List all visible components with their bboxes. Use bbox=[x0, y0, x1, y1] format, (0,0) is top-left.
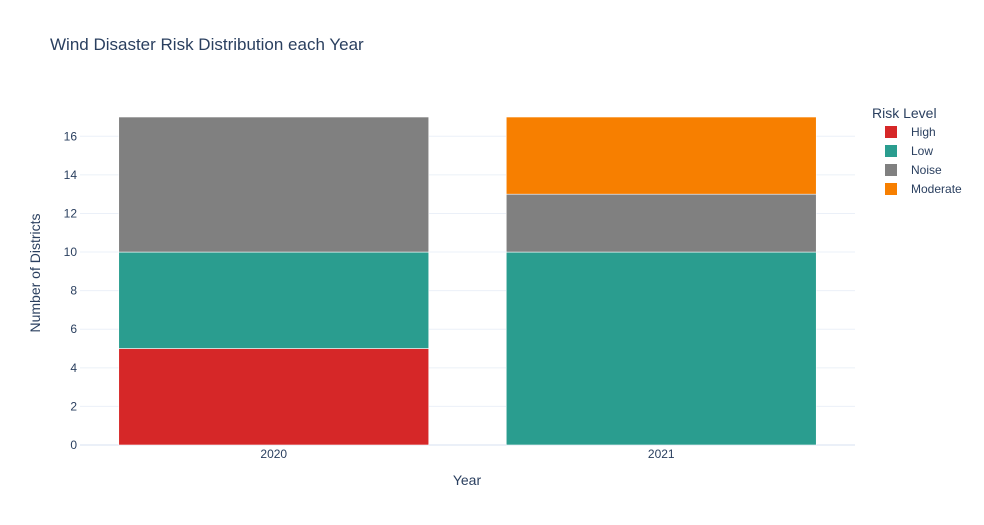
legend-item-low[interactable]: Low bbox=[885, 144, 933, 158]
legend: Risk Level High Low Noise Moderate bbox=[872, 105, 962, 196]
legend-swatch bbox=[885, 126, 897, 138]
y-axis-ticks: 0 2 4 6 8 10 12 14 16 bbox=[64, 129, 78, 452]
legend-label: Noise bbox=[911, 163, 942, 177]
chart-title: Wind Disaster Risk Distribution each Yea… bbox=[50, 35, 364, 54]
y-tick-label: 10 bbox=[64, 245, 78, 259]
y-tick-label: 0 bbox=[70, 438, 77, 452]
legend-item-noise[interactable]: Noise bbox=[885, 163, 942, 177]
bar-area bbox=[118, 116, 817, 446]
legend-label: Low bbox=[911, 144, 933, 158]
y-tick-label: 6 bbox=[70, 322, 77, 336]
y-axis-title: Number of Districts bbox=[27, 213, 43, 332]
legend-swatch bbox=[885, 164, 897, 176]
y-tick-label: 8 bbox=[70, 284, 77, 298]
legend-swatch bbox=[885, 183, 897, 195]
y-tick-label: 14 bbox=[64, 168, 78, 182]
legend-title: Risk Level bbox=[872, 105, 937, 121]
bar-low-2021[interactable] bbox=[505, 251, 817, 446]
x-axis-title: Year bbox=[453, 472, 482, 488]
legend-swatch bbox=[885, 145, 897, 157]
bar-noise-2021[interactable] bbox=[505, 193, 817, 253]
y-tick-label: 16 bbox=[64, 129, 78, 143]
x-tick-label: 2020 bbox=[260, 447, 287, 461]
y-tick-label: 2 bbox=[70, 399, 77, 413]
y-tick-label: 4 bbox=[70, 361, 77, 375]
bar-noise-2020[interactable] bbox=[118, 116, 430, 253]
legend-label: High bbox=[911, 125, 936, 139]
x-tick-label: 2021 bbox=[648, 447, 675, 461]
y-tick-label: 12 bbox=[64, 206, 78, 220]
legend-items: High Low Noise Moderate bbox=[885, 125, 962, 196]
bar-low-2020[interactable] bbox=[118, 251, 430, 349]
legend-label: Moderate bbox=[911, 182, 962, 196]
bar-high-2020[interactable] bbox=[118, 348, 430, 446]
bar-moderate-2021[interactable] bbox=[505, 116, 817, 195]
legend-item-high[interactable]: High bbox=[885, 125, 936, 139]
legend-item-moderate[interactable]: Moderate bbox=[885, 182, 962, 196]
x-axis-ticks: 2020 2021 bbox=[260, 447, 675, 461]
